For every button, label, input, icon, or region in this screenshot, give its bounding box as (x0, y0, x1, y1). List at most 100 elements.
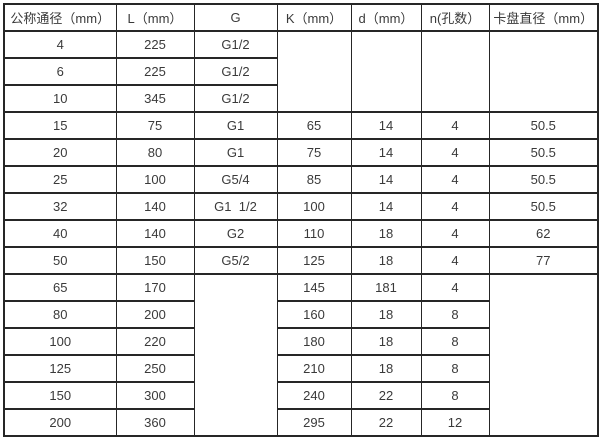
table-cell: 4 (420, 219, 490, 248)
table-row: 15 75 G1 65 14 4 50.5 (3, 111, 599, 140)
table-cell: 140 (115, 192, 195, 221)
table-cell: 50.5 (488, 192, 599, 221)
table-cell: 4 (420, 111, 490, 140)
column-header: G (193, 3, 278, 32)
table-cell: 200 (115, 300, 195, 329)
table-row: 4 225 G1/2 (3, 30, 599, 113)
table-cell: G1/2 (193, 30, 278, 59)
table-cell: 4 (420, 192, 490, 221)
table-cell: 4 (420, 138, 490, 167)
merged-empty-cell (193, 273, 278, 437)
table-cell: 14 (350, 192, 422, 221)
table-cell: 4 (420, 165, 490, 194)
table-cell: 210 (276, 354, 352, 383)
table-cell: 50.5 (488, 138, 599, 167)
merged-empty-cell (350, 30, 422, 113)
table-cell: 200 (3, 408, 117, 437)
table-cell: G2 (193, 219, 278, 248)
table-cell: 12 (420, 408, 490, 437)
table-cell: G5/2 (193, 246, 278, 275)
table-cell: 100 (276, 192, 352, 221)
table-cell: 8 (420, 381, 490, 410)
table-cell: 50.5 (488, 165, 599, 194)
table-cell: 80 (3, 300, 117, 329)
table-cell: 75 (276, 138, 352, 167)
table-cell: 125 (276, 246, 352, 275)
table-cell: 145 (276, 273, 352, 302)
table-row: 100 220 180 18 8 (3, 327, 598, 356)
table-body: 4 225 G1/2 6 225 G1/2 10 345 G1/2 15 75 G1 65 14 4 50.5… (3, 30, 599, 437)
table-cell: 14 (350, 111, 422, 140)
table-cell: 110 (276, 219, 352, 248)
table-row: 25 100 G5/4 85 14 4 50.5 (3, 165, 599, 194)
table-cell: 125 (3, 354, 117, 383)
table-cell: 50.5 (488, 111, 599, 140)
table-row: 150 300 240 22 8 (3, 381, 598, 410)
table-cell: 62 (488, 219, 599, 248)
table-row: 50 150 G5/2 125 18 4 77 (3, 246, 599, 275)
table-cell: 8 (420, 327, 490, 356)
table-cell: 150 (3, 381, 117, 410)
column-header: 卡盘直径（mm） (488, 3, 599, 32)
merged-empty-cell (488, 273, 599, 437)
table-cell: G1 (193, 138, 278, 167)
table-cell: 140 (115, 219, 195, 248)
table-cell: 295 (276, 408, 352, 437)
table-cell: 220 (115, 327, 195, 356)
table-cell: 240 (276, 381, 352, 410)
table-cell: 85 (276, 165, 352, 194)
table-cell: 18 (350, 354, 422, 383)
table-cell: 65 (3, 273, 117, 302)
table-row: 40 140 G2 110 18 4 62 (3, 219, 599, 248)
column-header: L（mm） (115, 3, 195, 32)
table-cell: 150 (115, 246, 195, 275)
table-cell: 18 (350, 300, 422, 329)
table-cell: 100 (115, 165, 195, 194)
table-cell: 181 (350, 273, 422, 302)
table-cell: 4 (420, 273, 490, 302)
table-cell: 225 (115, 57, 195, 86)
table-row: 125 250 210 18 8 (3, 354, 598, 383)
table-cell: 14 (350, 138, 422, 167)
column-header: 公称通径（mm） (3, 3, 117, 32)
table-cell: 18 (350, 219, 422, 248)
table-cell: 75 (115, 111, 195, 140)
table-cell: G5/4 (193, 165, 278, 194)
table-cell: 300 (115, 381, 195, 410)
table-row: 65 170 145 181 4 (3, 273, 599, 437)
table-cell: 345 (115, 84, 195, 113)
merged-empty-cell (488, 30, 599, 113)
table-cell: 250 (115, 354, 195, 383)
table-cell: 180 (276, 327, 352, 356)
table-cell: 4 (420, 246, 490, 275)
table-cell: 50 (3, 246, 117, 275)
table-header: 公称通径（mm） L（mm） G K（mm） d（mm） n(孔数） 卡盘直径（mm） (3, 3, 599, 32)
table-cell: 14 (350, 165, 422, 194)
merged-empty-cell (420, 30, 490, 113)
table-cell: 10 (3, 84, 117, 113)
table-cell: 18 (350, 246, 422, 275)
header-row: 公称通径（mm） L（mm） G K（mm） d（mm） n(孔数） 卡盘直径（mm） (3, 3, 599, 32)
table-cell: 8 (420, 354, 490, 383)
table-cell: 25 (3, 165, 117, 194)
table-row: 10 345 G1/2 (3, 84, 598, 113)
table-cell: 4 (3, 30, 117, 59)
table-cell: G1 (193, 111, 278, 140)
table-cell: 170 (115, 273, 195, 302)
table-cell: G1/2 (193, 57, 278, 86)
table-row: 20 80 G1 75 14 4 50.5 (3, 138, 599, 167)
table-row: 32 140 G1 1/2 100 14 4 50.5 (3, 192, 599, 221)
column-header: n(孔数） (420, 3, 490, 32)
table-cell: 22 (350, 381, 422, 410)
merged-empty-cell (276, 30, 352, 113)
table-cell: 15 (3, 111, 117, 140)
table-cell: 20 (3, 138, 117, 167)
table-row: 80 200 160 18 8 (3, 300, 598, 329)
table-cell: 80 (115, 138, 195, 167)
column-header: d（mm） (350, 3, 422, 32)
table-cell: 40 (3, 219, 117, 248)
table-cell: G1/2 (193, 84, 278, 113)
column-header: K（mm） (276, 3, 352, 32)
table-cell: 360 (115, 408, 195, 437)
